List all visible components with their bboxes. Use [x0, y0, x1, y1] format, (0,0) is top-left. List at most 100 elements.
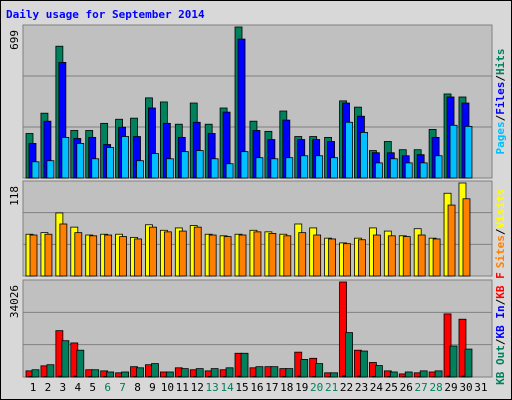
bar — [372, 234, 381, 277]
bar — [270, 158, 279, 179]
bar — [360, 132, 368, 179]
bar — [464, 125, 473, 179]
bar — [195, 368, 204, 378]
x-tick-label: 24 — [370, 381, 384, 394]
bar — [449, 124, 458, 179]
bar — [255, 157, 264, 179]
bar — [121, 371, 129, 378]
x-tick-label: 23 — [355, 381, 368, 394]
x-tick-label: 10 — [161, 381, 174, 394]
bar — [134, 238, 142, 277]
bar — [165, 158, 174, 179]
bar — [61, 340, 70, 378]
bar — [432, 238, 441, 277]
legend-entry: KB In — [494, 305, 507, 338]
chart-title: Daily usage for September 2014 — [6, 8, 205, 21]
bar — [419, 370, 428, 378]
bar — [104, 234, 113, 277]
y-tick-label: 699 — [8, 30, 21, 50]
legend-entry: Sites — [494, 235, 507, 268]
bar — [165, 371, 174, 378]
bar — [389, 158, 398, 179]
bar — [313, 234, 322, 277]
bar — [106, 371, 115, 378]
x-tick-label: 13 — [206, 381, 219, 394]
bar — [180, 368, 189, 378]
x-tick-label: 21 — [325, 381, 338, 394]
bar — [434, 370, 443, 378]
bar — [149, 226, 157, 277]
bar — [44, 233, 53, 277]
bar — [374, 162, 383, 179]
bar — [31, 161, 40, 179]
bar — [447, 204, 456, 277]
bar — [195, 150, 204, 179]
x-tick-label: 28 — [429, 381, 442, 394]
bar — [315, 363, 324, 378]
bar — [225, 367, 234, 378]
bar — [136, 367, 144, 378]
legend-entry: KB Out — [494, 345, 507, 385]
bar — [255, 366, 264, 378]
bar — [29, 234, 38, 277]
x-tick-label: 9 — [149, 381, 156, 394]
x-tick-label: 3 — [60, 381, 67, 394]
bar — [345, 121, 353, 179]
x-tick-label: 31 — [474, 381, 487, 394]
x-tick-label: 12 — [191, 381, 204, 394]
bar — [240, 352, 249, 378]
legend-entry: Pages — [494, 121, 507, 154]
x-tick-label: 20 — [310, 381, 323, 394]
x-tick-label: 14 — [220, 381, 234, 394]
bar — [106, 147, 115, 179]
x-tick-label: 11 — [176, 381, 189, 394]
bar — [417, 234, 426, 277]
y-tick-label: 118 — [8, 186, 21, 206]
bar — [298, 232, 307, 277]
bar — [136, 160, 144, 179]
legend-entry: KB F — [494, 272, 507, 299]
legend-separator: / — [494, 338, 507, 345]
bar — [46, 364, 55, 378]
bar — [330, 157, 339, 179]
bar — [300, 155, 309, 179]
bar — [59, 223, 68, 277]
bar — [74, 232, 83, 277]
bar — [151, 153, 159, 179]
legend-entry: Hits — [494, 49, 507, 76]
bar — [119, 236, 127, 277]
x-tick-label: 26 — [400, 381, 413, 394]
bar — [76, 349, 85, 378]
bar — [253, 231, 262, 277]
bar — [178, 230, 187, 277]
bar — [402, 236, 411, 277]
bar — [285, 157, 294, 179]
bar — [46, 160, 55, 179]
x-tick-label: 7 — [119, 381, 126, 394]
x-tick-label: 17 — [265, 381, 278, 394]
bar — [464, 348, 473, 378]
bar — [300, 359, 309, 378]
bar — [283, 235, 292, 277]
bar — [387, 235, 396, 277]
bar — [389, 371, 398, 378]
x-tick-label: 16 — [250, 381, 263, 394]
legend-separator: / — [494, 298, 507, 305]
bar — [449, 345, 458, 378]
bar — [268, 233, 277, 277]
bar — [193, 226, 202, 277]
bar — [374, 365, 383, 378]
bar — [163, 231, 172, 277]
x-tick-label: 27 — [415, 381, 428, 394]
bar — [404, 162, 413, 179]
x-tick-label: 5 — [89, 381, 96, 394]
bar — [240, 151, 249, 179]
bar — [91, 158, 100, 179]
legend: Sites/Visits — [494, 189, 507, 269]
bar — [91, 369, 100, 378]
x-tick-label: 15 — [235, 381, 248, 394]
x-tick-label: 29 — [444, 381, 457, 394]
bar — [89, 235, 98, 277]
bar — [210, 158, 219, 179]
